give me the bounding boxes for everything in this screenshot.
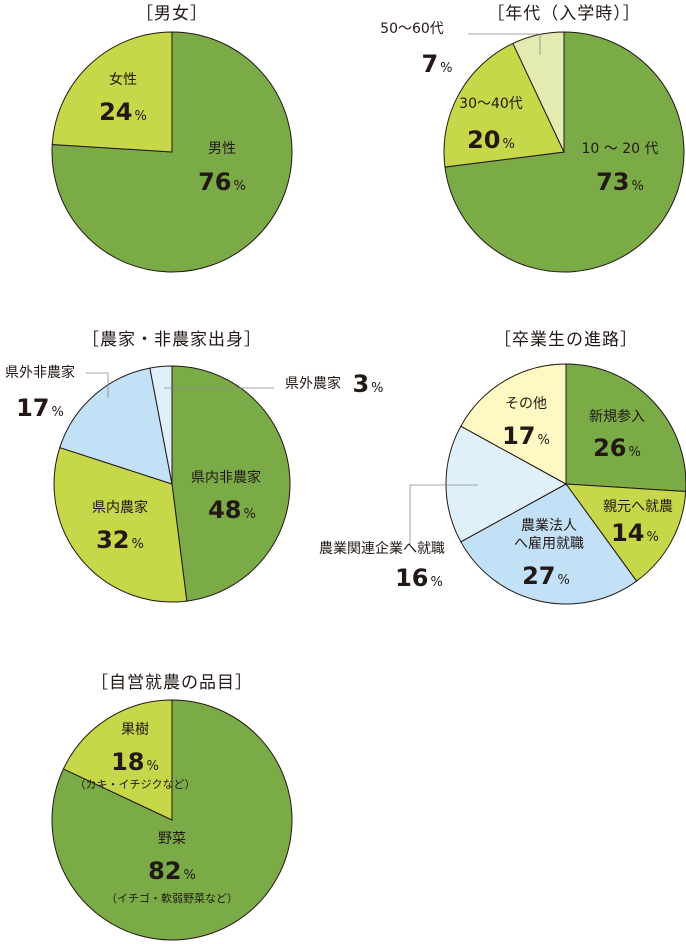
slice-value: 14% [611,519,659,547]
pie-slice-1 [565,363,686,493]
pie-slice-2 [51,31,173,153]
chart-title: ［農家・非農家出身］ [82,330,262,350]
slice-label: 農業法人へ雇用就職 [514,518,584,552]
slice-note: （イチゴ・軟弱野菜など） [106,891,238,905]
slice-label: 県外農家 [285,375,341,392]
chart-title: ［年代（入学時）］ [487,4,641,24]
slice-label: 果樹 [121,722,149,738]
slice-value: 76% [198,168,246,196]
pie-chart-3: ［農家・非農家出身］ 県内非農家 48 % 県内農家 32 % 県外非農家 17 % 県外農家 3% [5,330,384,603]
pie-slice-2 [53,446,188,603]
slice-value: 48% [208,496,256,524]
slice-label: 50～60代 [380,21,444,37]
pie-slice-1 [51,699,293,941]
pie-slice-2 [62,699,173,821]
pie-chart-1: ［男女］ 男性 76 % 女性 24% [51,4,293,273]
pie-slice-1 [51,31,293,273]
slice-label: 県内農家 [92,499,148,516]
leader-line [468,33,541,55]
slice-value: 26% [593,434,641,462]
slice-label: 新規参入 [589,408,645,425]
slice-label: 県内非農家 [191,469,261,486]
leader-line [86,372,109,398]
chart-title: ［卒業生の進路］ [494,330,638,350]
slice-value: 73% [596,168,644,196]
slice-value: 20% [467,126,515,154]
slice-value: 17% [16,394,64,422]
pie-slice-5 [460,363,567,485]
slice-label: その他 [505,396,547,412]
slice-value: 24% [99,98,147,126]
chart-title: ［自営就農の品目］ [91,673,253,693]
slice-label: 男性 [208,141,236,157]
pie-chart-2: ［年代（入学時）］ 10 ～ 20 代 73 % 30～40代 20 % 50～60代 7% [380,4,685,273]
chart-title: ［男女］ [136,4,208,24]
slice-label: 野菜 [158,831,186,847]
slice-label: 女性 [109,71,137,88]
pie-slice-3 [59,367,173,485]
slice-value: 16% [395,564,443,592]
slice-label: 農業関連企業へ就職 [319,540,445,557]
leader-line [409,484,478,545]
pie-slice-1 [171,365,291,602]
slice-value: 7% [421,50,452,78]
slice-value: 32% [96,526,144,554]
slice-note: （カキ・イチジクなど） [75,778,196,791]
slice-value: 82% [148,857,196,885]
pie-slice-4 [149,365,173,485]
slice-label: 10 ～ 20 代 [582,141,659,157]
pie-slice-3 [460,483,638,605]
pie-slice-2 [443,42,565,168]
slice-label: 30～40代 [459,96,523,112]
slice-value: 17% [502,422,550,450]
slice-label: 親元へ就農 [603,499,673,515]
slice-value: 18% [111,748,159,776]
slice-label: 県外非農家 [5,364,75,381]
pie-chart-5: ［自営就農の品目］ 野菜 82 % （イチゴ・軟弱野菜など） 果樹 18 % （カキ・イチジクな… [51,673,293,941]
pie-slice-2 [564,483,686,582]
pie-chart-4: ［卒業生の進路］ 新規参入 26 % 親元へ就農 14 % 農業法人へ雇用就職 27 % 農業関連企… [319,330,686,605]
slice-value: 27% [522,562,570,590]
slice-value: 3% [352,370,383,398]
pie-slice-4 [445,425,568,543]
pie-slice-3 [512,31,565,153]
